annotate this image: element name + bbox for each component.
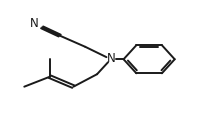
Text: N: N — [106, 52, 115, 65]
Text: N: N — [30, 18, 39, 30]
